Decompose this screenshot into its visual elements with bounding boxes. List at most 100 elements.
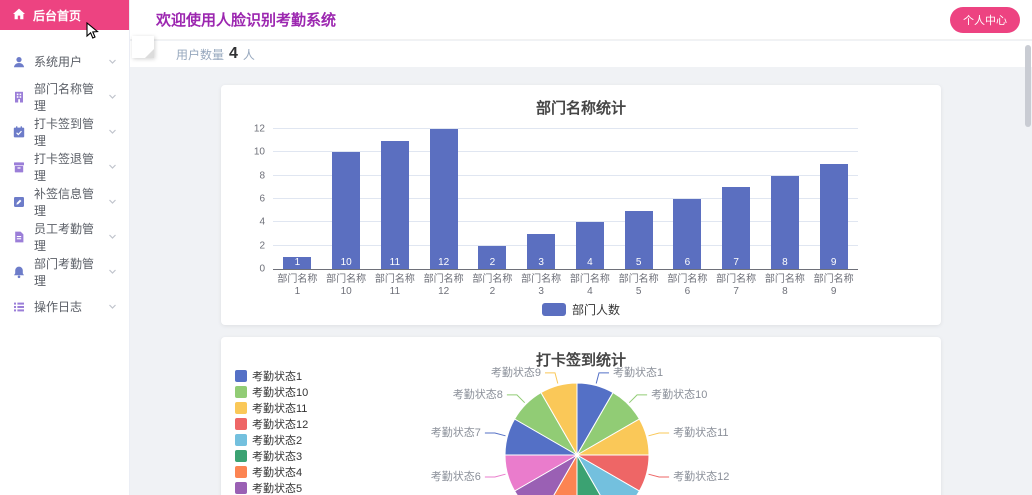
bar-chart-x-axis: 部门名称 1 部门名称 10 部门名称 11 部门名称 12 部门名称 2 部门名称 3 部… xyxy=(273,274,858,300)
legend-label: 考勤状态1 xyxy=(252,370,303,383)
sidebar-item-user[interactable]: 系统用户 xyxy=(0,44,129,79)
home-icon xyxy=(12,7,26,24)
bar-部门名称4[interactable]: 4 xyxy=(575,222,604,269)
operation-log-icon xyxy=(12,300,26,314)
x-axis-category-label: 部门名称 1 xyxy=(277,274,318,297)
x-axis-category-label: 部门名称 11 xyxy=(374,274,415,297)
sidebar-item-label: 部门考勤管理 xyxy=(34,256,95,288)
legend-label: 考勤状态4 xyxy=(252,466,303,479)
y-axis-tick-label: 4 xyxy=(259,216,265,228)
department-attendance-icon xyxy=(12,265,26,279)
gridline xyxy=(273,198,858,199)
corner-fold-decoration xyxy=(132,36,154,58)
legend-swatch xyxy=(235,449,247,462)
legend-swatch xyxy=(541,303,566,316)
bar-部门名称9[interactable]: 9 xyxy=(819,164,848,269)
bar-部门名称5[interactable]: 5 xyxy=(624,210,653,269)
top-header: 欢迎使用人脸识别考勤系统 个人中心 xyxy=(130,0,1032,40)
pie-leader-line xyxy=(648,432,670,437)
pie-legend-item[interactable]: 考勤状态4 xyxy=(235,465,308,479)
sidebar-item-label: 打卡签退管理 xyxy=(34,151,95,183)
x-axis-category-label: 部门名称 5 xyxy=(618,274,659,297)
bar-部门名称7[interactable]: 7 xyxy=(722,187,751,269)
pie-slice[interactable] xyxy=(540,382,578,457)
pie-slice-label: 考勤状态6 xyxy=(431,469,481,483)
legend-swatch xyxy=(235,385,247,398)
pie-chart-card: 打卡签到统计 考勤状态1 考勤状态10 考勤状态11 考勤状态12 考勤状态2 考勤状态3… xyxy=(221,337,941,495)
pie-chart-plot[interactable]: 考勤状态1考勤状态10考勤状态11考勤状态12考勤状态2考勤状态3考勤状态4考勤… xyxy=(371,361,801,495)
bar-chart-plot[interactable]: 0 2 4 6 8 10 12 1 10 11 12 2 3 4 5 6 7 8 9 xyxy=(254,124,858,275)
chevron-down-icon xyxy=(108,127,117,136)
employee-attendance-icon xyxy=(12,230,26,244)
sidebar-item-label: 操作日志 xyxy=(34,300,83,314)
bar-部门名称12[interactable]: 12 xyxy=(429,129,458,269)
x-axis-category-label: 部门名称 7 xyxy=(716,274,757,297)
sidebar-item-label: 打卡签到管理 xyxy=(34,116,95,148)
legend-swatch xyxy=(235,369,247,382)
pie-legend-item[interactable]: 考勤状态2 xyxy=(235,433,308,447)
gridline xyxy=(273,221,858,223)
bar-部门名称1[interactable]: 1 xyxy=(283,257,312,269)
y-axis-tick-label: 12 xyxy=(253,123,265,135)
x-axis-category-label: 部门名称 2 xyxy=(472,274,513,297)
sidebar-item-employee-attendance[interactable]: 员工考勤管理 xyxy=(0,219,129,254)
x-axis-category-label: 部门名称 8 xyxy=(764,274,805,297)
bar-chart-card: 部门名称统计 0 2 4 6 8 10 12 1 10 11 12 2 3 4 5 6 7 8 9 部门名称 1 部门… xyxy=(221,85,941,325)
legend-label: 部门人数 xyxy=(571,303,620,317)
profile-center-button[interactable]: 个人中心 xyxy=(950,6,1020,33)
pie-legend-item[interactable]: 考勤状态1 xyxy=(235,369,308,383)
legend-label: 考勤状态11 xyxy=(252,402,308,415)
sidebar-item-department-attendance[interactable]: 部门考勤管理 xyxy=(0,254,129,289)
sidebar-item-home[interactable]: 后台首页 xyxy=(0,0,129,30)
sidebar-menu: 系统用户 部门名称管理 打卡签到管理 打卡签退管理 补签信息管理 员工考勤管理 部门考勤管理… xyxy=(0,30,129,324)
legend-swatch xyxy=(235,481,247,494)
chevron-down-icon xyxy=(108,162,117,171)
y-axis-tick-label: 6 xyxy=(259,193,265,205)
sidebar-item-operation-log[interactable]: 操作日志 xyxy=(0,289,129,324)
user-icon xyxy=(12,55,26,69)
chevron-down-icon xyxy=(108,92,117,101)
sidebar-item-department[interactable]: 部门名称管理 xyxy=(0,79,129,114)
pie-legend-item[interactable]: 考勤状态10 xyxy=(235,385,308,399)
pie-legend-item[interactable]: 考勤状态12 xyxy=(235,417,308,431)
pie-slice-label: 考勤状态9 xyxy=(491,365,541,379)
pie-leader-line xyxy=(484,432,506,437)
x-axis-category-label: 部门名称 12 xyxy=(423,274,464,297)
sidebar-item-makeup-sign[interactable]: 补签信息管理 xyxy=(0,184,129,219)
bar-value-label: 1 xyxy=(294,257,301,268)
bar-部门名称2[interactable]: 2 xyxy=(478,245,507,269)
bar-chart-legend[interactable]: 部门人数 xyxy=(221,301,941,318)
bar-部门名称3[interactable]: 3 xyxy=(527,234,556,269)
sidebar-item-checkin[interactable]: 打卡签到管理 xyxy=(0,114,129,149)
page-title: 欢迎使用人脸识别考勤系统 xyxy=(156,12,337,29)
chevron-down-icon xyxy=(108,197,117,206)
bar-value-label: 9 xyxy=(830,257,837,268)
pie-legend-item[interactable]: 考勤状态11 xyxy=(235,401,308,415)
bar-部门名称11[interactable]: 11 xyxy=(380,140,409,269)
pie-slice-label: 考勤状态10 xyxy=(651,387,707,401)
vertical-scrollbar-thumb[interactable] xyxy=(1025,45,1031,127)
chevron-down-icon xyxy=(108,57,117,66)
user-count-label: 用户数量 xyxy=(176,47,225,62)
pie-slice[interactable] xyxy=(575,453,641,495)
pie-leader-line xyxy=(545,372,559,384)
main-content: 部门名称统计 0 2 4 6 8 10 12 1 10 11 12 2 3 4 5 6 7 8 9 部门名称 1 部门… xyxy=(130,67,1032,495)
bar-value-label: 8 xyxy=(782,257,788,268)
pie-legend-item[interactable]: 考勤状态3 xyxy=(235,449,308,463)
legend-swatch xyxy=(235,417,247,430)
x-axis-category-label: 部门名称 4 xyxy=(569,274,610,297)
pie-leader-line xyxy=(648,473,670,478)
sidebar-item-checkout[interactable]: 打卡签退管理 xyxy=(0,149,129,184)
pie-slice[interactable] xyxy=(576,453,613,495)
pie-slice-label: 考勤状态8 xyxy=(453,387,503,401)
legend-label: 考勤状态2 xyxy=(252,434,303,447)
sidebar-item-label: 补签信息管理 xyxy=(34,186,95,218)
bar-部门名称10[interactable]: 10 xyxy=(332,152,361,269)
gridline xyxy=(273,151,858,153)
gridline xyxy=(273,244,858,246)
pie-legend-item[interactable]: 考勤状态5 xyxy=(235,481,308,495)
bar-部门名称6[interactable]: 6 xyxy=(673,199,702,269)
bar-部门名称8[interactable]: 8 xyxy=(770,175,799,269)
x-axis-category-label: 部门名称 10 xyxy=(326,274,367,297)
